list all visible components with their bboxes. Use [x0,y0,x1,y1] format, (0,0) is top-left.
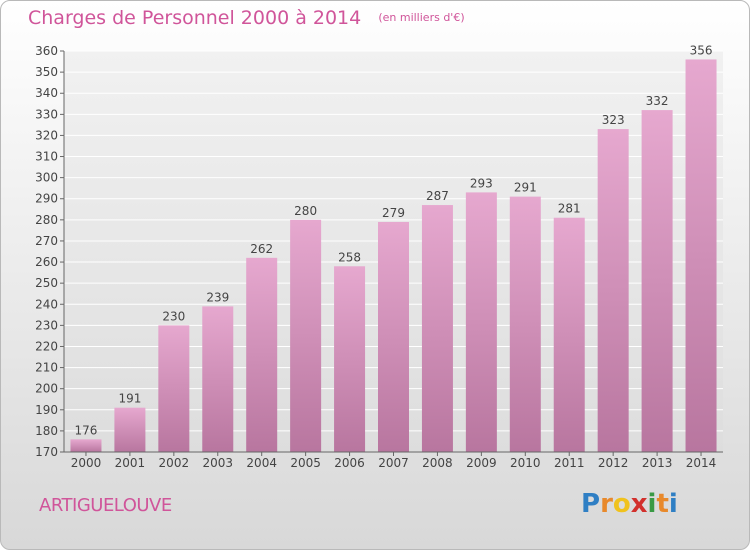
y-tick-label: 350 [35,65,58,79]
data-label: 281 [558,202,581,216]
data-label: 176 [75,423,98,437]
data-label: 279 [382,206,405,220]
x-tick-label: 2000 [71,456,102,470]
y-tick-label: 270 [35,234,58,248]
y-tick-label: 320 [35,128,58,142]
x-tick-label: 2003 [202,456,233,470]
x-tick-label: 2007 [378,456,409,470]
data-label: 332 [646,94,669,108]
y-tick-label: 360 [35,44,58,58]
axis-layer: 170 180 190 200 210 220 230 240 250 260 270 280 290 3… [35,44,723,470]
bar [114,407,146,452]
data-label: 230 [162,309,185,323]
y-tick-label: 330 [35,107,58,121]
x-tick-label: 2012 [598,456,629,470]
x-tick-label: 2009 [466,456,497,470]
x-tick-label: 2001 [115,456,146,470]
y-tick-label: 200 [35,382,58,396]
y-tick-label: 180 [35,424,58,438]
data-label: 191 [118,392,141,406]
bar [685,59,717,452]
y-tick-label: 280 [35,213,58,227]
commune-name: ARTIGUELOUVE [39,495,172,516]
logo-letter: x [630,489,648,519]
y-tick-label: 310 [35,150,58,164]
x-tick-label: 2002 [159,456,190,470]
bar [378,221,409,452]
logo-letter: t [656,489,669,519]
logo-letter: i [668,489,678,519]
y-tick-label: 210 [35,361,58,375]
data-label: 287 [426,189,449,203]
y-tick-label: 230 [35,318,58,332]
y-tick-label: 170 [35,445,58,459]
bar [158,325,190,452]
title-row: Charges de Personnel 2000 à 2014 (en mil… [28,7,465,29]
bar [421,205,453,452]
data-label: 323 [602,113,625,127]
bar [641,110,673,453]
y-tick-label: 250 [35,276,58,290]
data-label: 293 [470,176,493,190]
y-tick-label: 220 [35,339,58,353]
chart-subtitle: (en milliers d'€) [378,11,465,24]
x-tick-label: 2008 [422,456,453,470]
data-label: 262 [250,242,273,256]
x-tick-label: 2004 [246,456,277,470]
x-tick-label: 2006 [334,456,365,470]
logo-letter: i [647,489,657,519]
proxiti-logo[interactable]: Proxiti [581,489,678,519]
logo-letter: r [600,489,613,519]
x-tick-label: 2013 [642,456,673,470]
x-tick-label: 2011 [554,456,585,470]
y-tick-label: 300 [35,171,58,185]
x-tick-label: 2010 [510,456,541,470]
y-tick-label: 190 [35,403,58,417]
y-tick-label: 240 [35,297,58,311]
data-label: 291 [514,181,537,195]
bar [70,439,102,452]
bar [553,217,585,452]
x-tick-label: 2014 [686,456,717,470]
data-label: 258 [338,250,361,264]
y-tick-label: 260 [35,255,58,269]
bar [334,266,366,452]
bar [290,219,322,452]
data-label: 239 [206,290,229,304]
logo-letter: o [612,489,631,519]
bar [465,192,497,452]
x-tick-label: 2005 [290,456,321,470]
y-tick-label: 290 [35,192,58,206]
labels-layer: 176 191 230 239 262 280 258 279 287 293 291 281 323 3… [75,43,713,437]
bars-layer [70,59,717,453]
bar [597,129,629,452]
data-label: 280 [294,204,317,218]
bar [202,306,234,452]
logo-letter: P [581,489,601,519]
bar [509,196,541,452]
y-tick-label: 340 [35,86,58,100]
chart-title: Charges de Personnel 2000 à 2014 [28,7,362,29]
data-label: 356 [690,43,713,57]
bar [246,257,278,452]
